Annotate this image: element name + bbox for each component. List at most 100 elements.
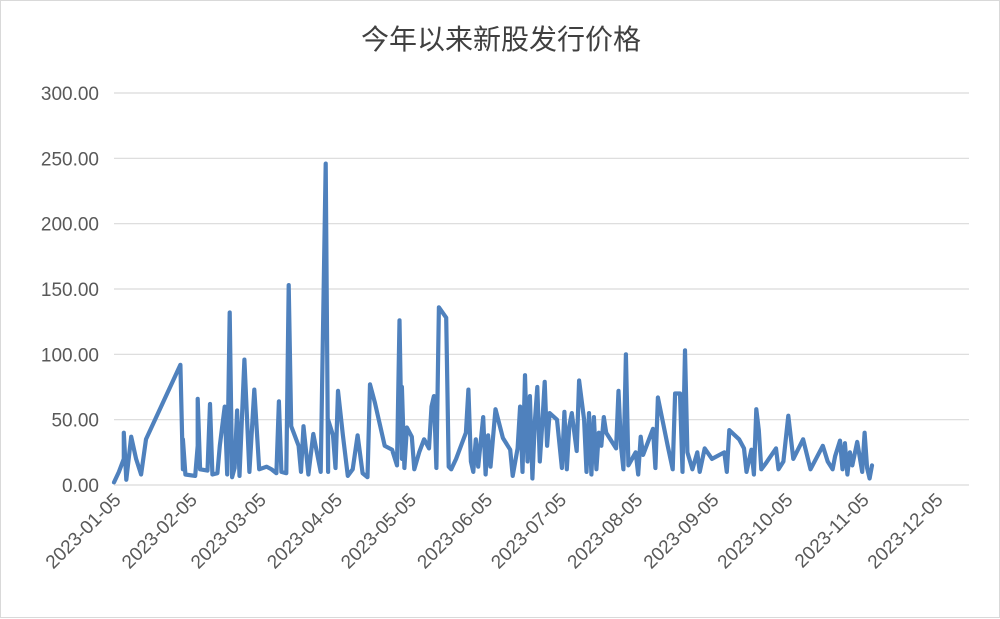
x-tick-label: 2023-06-05 [414,490,498,574]
data-point [590,473,593,476]
data-point [548,411,551,415]
data-point [346,474,349,478]
data-point [745,470,748,474]
data-point [319,470,322,474]
data-point [341,434,345,437]
data-point [194,474,197,478]
data-point [226,473,229,476]
data-point [489,465,492,468]
data-point [223,405,226,408]
data-point [130,435,133,438]
data-point [181,438,185,441]
x-tick-label: 2023-08-05 [564,490,648,574]
data-point [619,444,623,447]
data-point [501,436,505,440]
data-point [474,438,477,441]
data-point [122,457,126,461]
data-point [117,470,121,474]
data-point [826,460,829,463]
data-point [208,402,212,406]
data-point [302,425,305,428]
data-point [290,425,293,428]
data-point [691,468,694,471]
data-point [666,444,669,447]
data-point [134,457,138,461]
data-point [863,431,866,434]
data-point [368,383,372,386]
data-point [427,447,431,450]
data-point [846,473,849,476]
data-point [634,451,637,454]
data-point [390,448,394,451]
data-point [597,431,600,434]
data-point [624,353,628,356]
data-point [831,468,834,471]
data-point [595,468,598,471]
data-point [526,460,529,463]
data-point [280,470,283,474]
data-point [437,306,441,309]
data-point [570,411,573,415]
data-point [253,388,256,391]
data-point [326,470,330,474]
data-point [541,423,544,427]
data-point [383,444,386,447]
data-point [681,470,684,474]
data-point [494,408,497,411]
data-point [181,468,185,471]
data-point [565,468,568,471]
data-point [848,451,852,454]
data-point [418,451,421,454]
data-point [531,477,534,480]
data-point [235,409,239,412]
data-point [307,473,310,476]
data-point [450,468,453,471]
data-point [585,470,588,474]
data-point [755,408,758,411]
x-tick-label: 2023-04-05 [263,490,347,574]
data-point [432,394,436,398]
data-point [112,481,116,484]
data-point [509,448,512,451]
y-axis-tick-labels: 0.00 50.00 100.00 150.00 200.00 250.00 300.00 [41,84,99,497]
data-point [403,466,406,470]
data-point [521,470,524,474]
data-point [331,434,335,437]
data-point [410,435,413,438]
data-point [757,428,760,432]
data-point [742,447,746,450]
data-point [285,472,288,475]
data-point [233,466,236,470]
x-axis-tick-labels: 2023-01-052023-02-052023-03-052023-04-05… [42,490,948,574]
data-point [777,468,780,471]
data-point [400,385,404,389]
data-point [275,472,278,475]
data-point [395,464,399,467]
data-point [841,468,844,471]
data-point [184,473,187,476]
data-point [787,414,790,417]
data-point [277,400,281,403]
data-point [373,401,377,404]
x-tick-label: 2023-09-05 [640,490,724,574]
data-point [651,427,655,430]
data-point [582,418,586,421]
data-point [523,374,527,377]
data-point [861,470,864,474]
data-point [206,469,209,472]
data-point [122,431,126,434]
data-point [447,465,450,468]
data-point [856,440,859,444]
data-point [725,470,728,474]
data-point [292,431,295,434]
data-point [464,431,468,434]
data-point [602,415,605,419]
data-point [563,410,566,413]
data-point [821,444,824,447]
data-point [543,380,546,383]
data-point [575,449,578,453]
data-point [351,468,354,471]
data-point [248,470,251,474]
